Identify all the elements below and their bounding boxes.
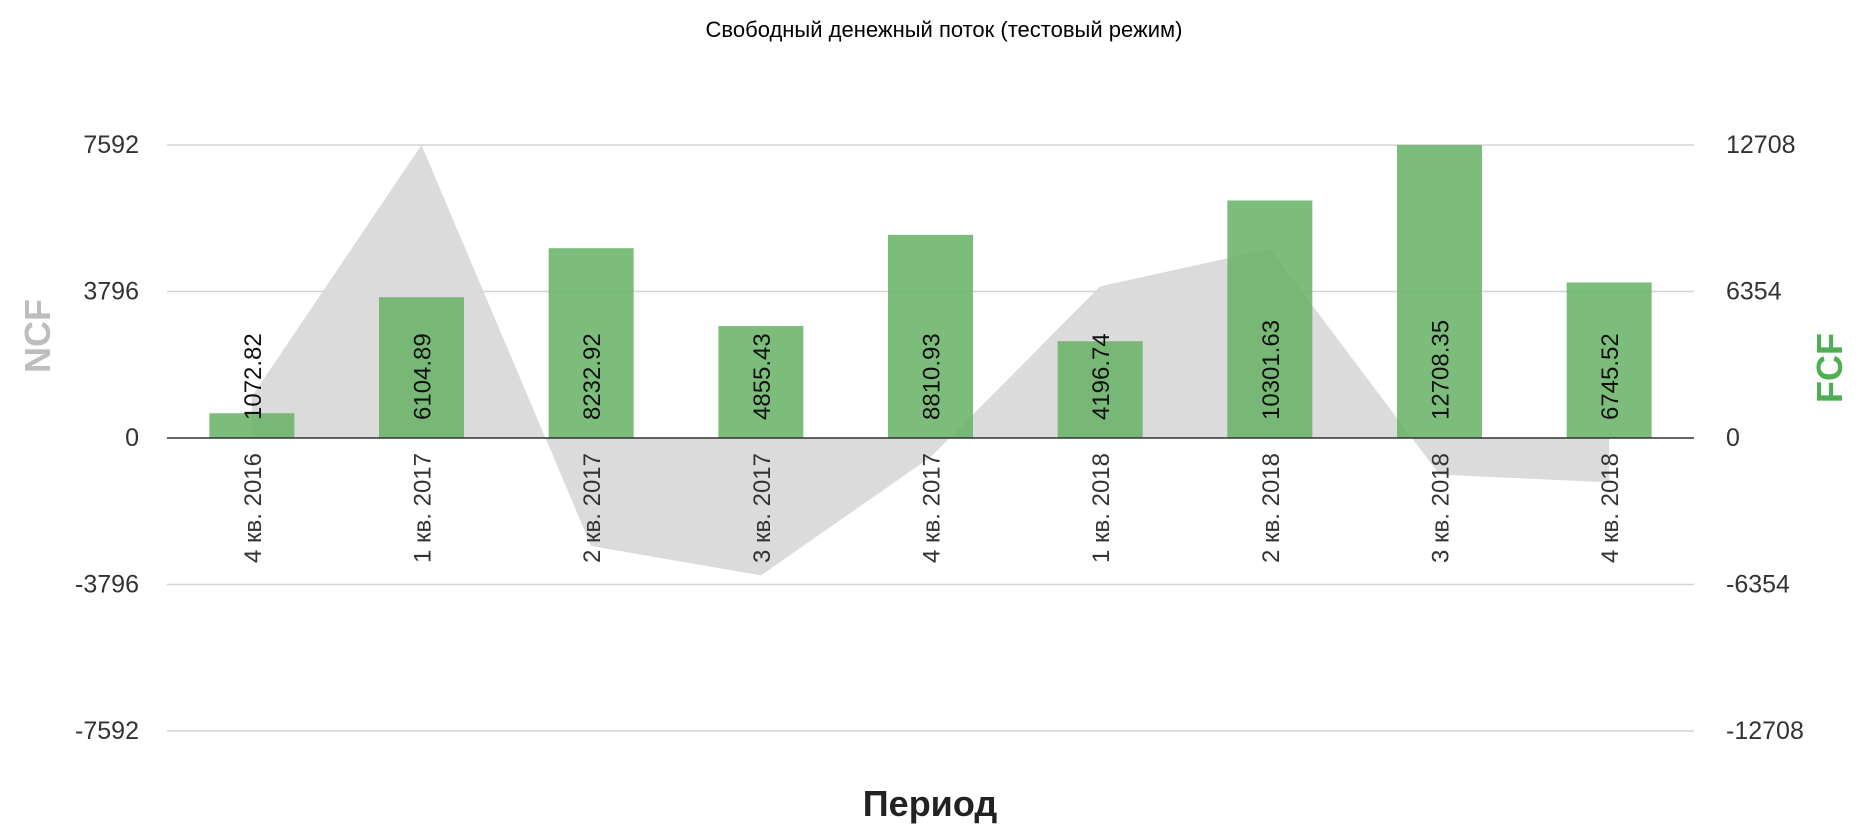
category-label: 4 кв. 2016 (240, 453, 267, 563)
bar-value-label: 6104.89 (410, 333, 437, 420)
left-tick-label: -7592 (75, 717, 139, 745)
bar-value-label: 12708.35 (1428, 320, 1455, 420)
label-layer: 1072.82 6104.89 8232.92 4855.43 8810.93 4196.… (240, 320, 1624, 420)
category-label: 4 кв. 2017 (919, 453, 946, 563)
left-tick-label: 7592 (83, 131, 139, 159)
bar-value-label: 8810.93 (919, 333, 946, 420)
right-tick-label: 0 (1726, 424, 1740, 452)
bar-value-label: 4196.74 (1088, 333, 1115, 420)
left-tick-label: -3796 (75, 571, 139, 599)
category-label: 1 кв. 2018 (1088, 453, 1115, 563)
fcf-bar (1227, 200, 1313, 438)
category-label: 2 кв. 2018 (1258, 453, 1285, 563)
right-tick-label: -12708 (1726, 717, 1804, 745)
right-tick-label: -6354 (1726, 571, 1790, 599)
x-axis-label: Период (863, 783, 998, 824)
bar-value-label: 6745.52 (1597, 333, 1624, 420)
category-label: 4 кв. 2018 (1597, 453, 1624, 563)
category-label: 3 кв. 2018 (1428, 453, 1455, 563)
left-axis-label: NCF (17, 299, 58, 373)
chart-title: Свободный денежный поток (тестовый режим… (706, 17, 1183, 42)
fcf-bar (1566, 282, 1652, 438)
fcf-bar (718, 326, 804, 438)
right-tick-label: 12708 (1726, 131, 1796, 159)
axis-label-layer: NCF FCF Период (17, 299, 1850, 824)
right-tick-label: 6354 (1726, 278, 1782, 306)
bar-value-label: 8232.92 (579, 333, 606, 420)
fcf-bar (209, 413, 295, 438)
category-label: 2 кв. 2017 (579, 453, 606, 563)
left-tick-label: 3796 (83, 278, 139, 306)
fcf-bar (888, 234, 973, 438)
fcf-bar (548, 248, 634, 438)
right-axis-label: FCF (1809, 333, 1850, 403)
category-label: 3 кв. 2017 (749, 453, 776, 563)
bar-value-label: 4855.43 (749, 333, 776, 420)
category-label: 1 кв. 2017 (410, 453, 437, 563)
bar-value-label: 1072.82 (240, 333, 267, 420)
bar-value-label: 10301.63 (1258, 320, 1285, 420)
fcf-bar (379, 297, 464, 438)
fcf-bar (1057, 341, 1143, 438)
grid-layer: 7592 12708 3796 6354 0 0 -3796 -6354 -7592 -12708 (75, 131, 1804, 745)
left-tick-label: 0 (125, 424, 139, 452)
bar-layer (209, 144, 1652, 438)
fcf-bar (1397, 144, 1482, 438)
category-layer: 4 кв. 2016 1 кв. 2017 2 кв. 2017 3 кв. 2017… (240, 453, 1624, 563)
